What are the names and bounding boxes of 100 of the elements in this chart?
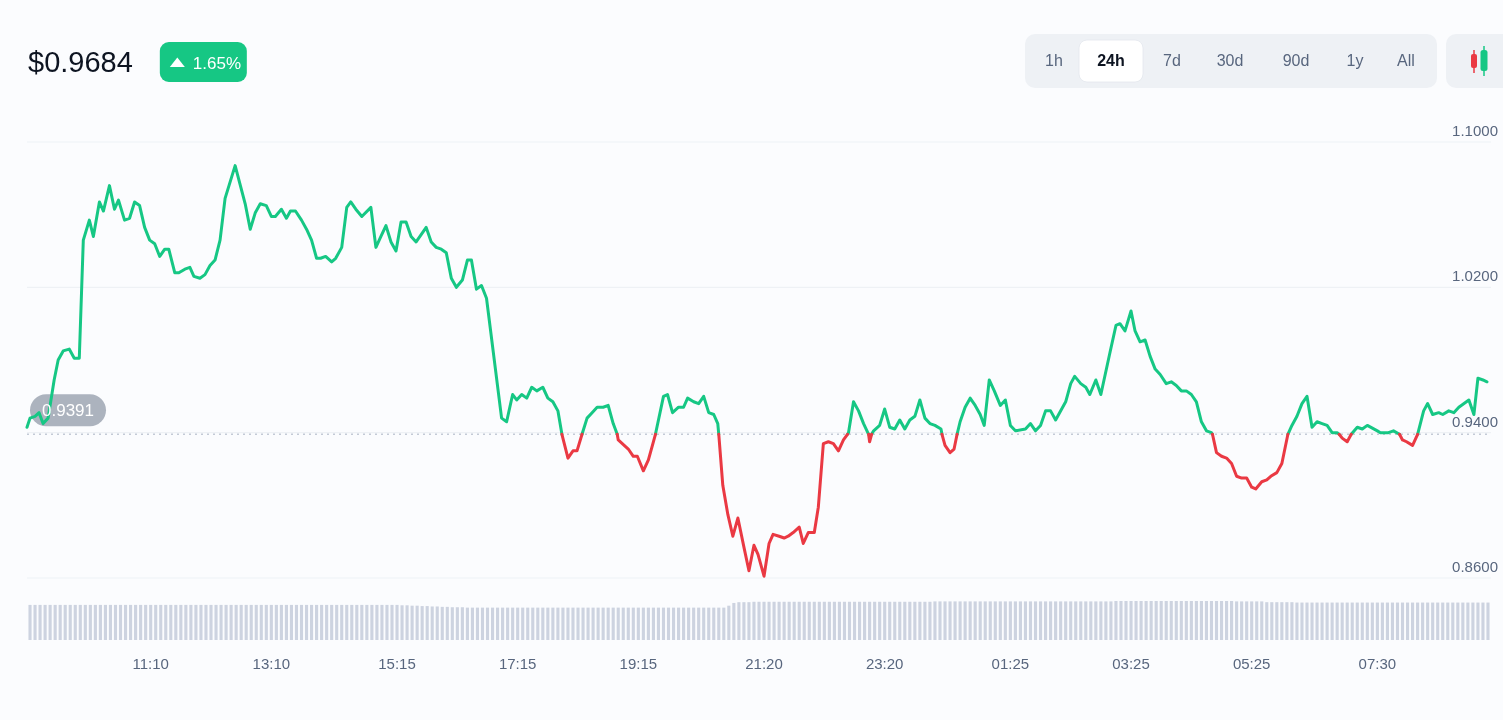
bar [827,601,831,640]
bar [259,604,263,640]
bar [707,607,711,640]
bar [1169,601,1173,640]
x-tick-label: 13:10 [252,654,291,672]
text: 30d [1216,52,1244,69]
bar [1235,601,1239,640]
bar [641,607,645,640]
bar [697,607,701,640]
bar [636,607,640,640]
bar [1416,602,1420,640]
bar [807,601,811,640]
bar [1245,601,1249,640]
bar [1028,601,1033,640]
bar [1214,601,1219,640]
bar [1184,601,1188,640]
bar [465,607,469,640]
x-tick-label: 01:25 [991,654,1030,672]
bar [677,607,681,640]
x-tick-label: 05:25 [1232,654,1271,672]
bar [299,604,304,640]
bar [888,601,892,640]
bar [1265,602,1269,640]
bar [144,604,148,640]
bar [164,604,168,640]
bar [1209,601,1214,640]
bar [651,607,655,640]
bar [340,604,344,640]
bar [666,607,671,640]
text: 7d [1163,52,1181,69]
bar [702,607,706,640]
bar [154,604,158,640]
bar [1431,602,1435,640]
bar [817,601,821,640]
bar [118,604,123,640]
bar [98,604,102,640]
bar [1054,601,1058,640]
bar [1038,601,1043,640]
bar [526,607,530,640]
bar [1405,602,1410,640]
bar [330,604,334,640]
bar [501,607,505,640]
bar [687,607,691,640]
bar [320,604,324,640]
bar [1033,601,1038,640]
bar [1225,601,1229,640]
bar [68,604,72,640]
bar [73,604,77,640]
bar [1441,602,1445,640]
bar [335,604,339,640]
bar [1013,601,1017,640]
x-tick-label: 11:10 [132,654,169,672]
bar [878,601,882,640]
bar [315,604,319,640]
bar [671,607,676,640]
bar [350,604,354,640]
bar [123,604,128,640]
x-tick-label: 17:15 [498,654,537,672]
chart-title: $0.9684 [28,46,133,78]
bar [1194,601,1198,640]
bar [1074,601,1078,640]
bar [310,604,314,640]
bar [325,604,329,640]
bar [1174,601,1178,640]
bar [470,607,474,640]
bar [1360,602,1364,640]
bar [108,604,113,640]
bar [1421,602,1425,640]
bar [682,607,686,640]
bar [445,606,449,640]
bar [857,601,862,640]
bar [521,607,525,640]
bar [1164,601,1168,640]
bar [621,607,625,640]
bar [304,604,309,640]
x-tick-label: 21:20 [745,654,783,672]
bar [345,604,349,640]
bar [1390,602,1395,640]
bar [83,604,87,640]
bar [496,607,500,640]
x-tick-label: 03:25 [1112,654,1150,672]
bar [1380,602,1384,640]
y-tick-label: 1.1000 [1452,121,1498,139]
bar [988,601,992,640]
x-tick-label: 19:15 [619,654,658,672]
y-tick-label: 1.0200 [1452,266,1498,284]
text: 1h [1045,52,1063,69]
bar [294,604,299,640]
bar [475,607,480,640]
bar [712,607,716,640]
bar [656,607,661,640]
bar [78,604,82,640]
text: All [1397,52,1415,69]
bar [1008,601,1012,640]
bar [284,604,288,640]
bar [852,601,857,640]
bar [254,604,258,640]
bar [837,601,841,640]
bar [455,607,459,640]
bar [531,607,535,640]
